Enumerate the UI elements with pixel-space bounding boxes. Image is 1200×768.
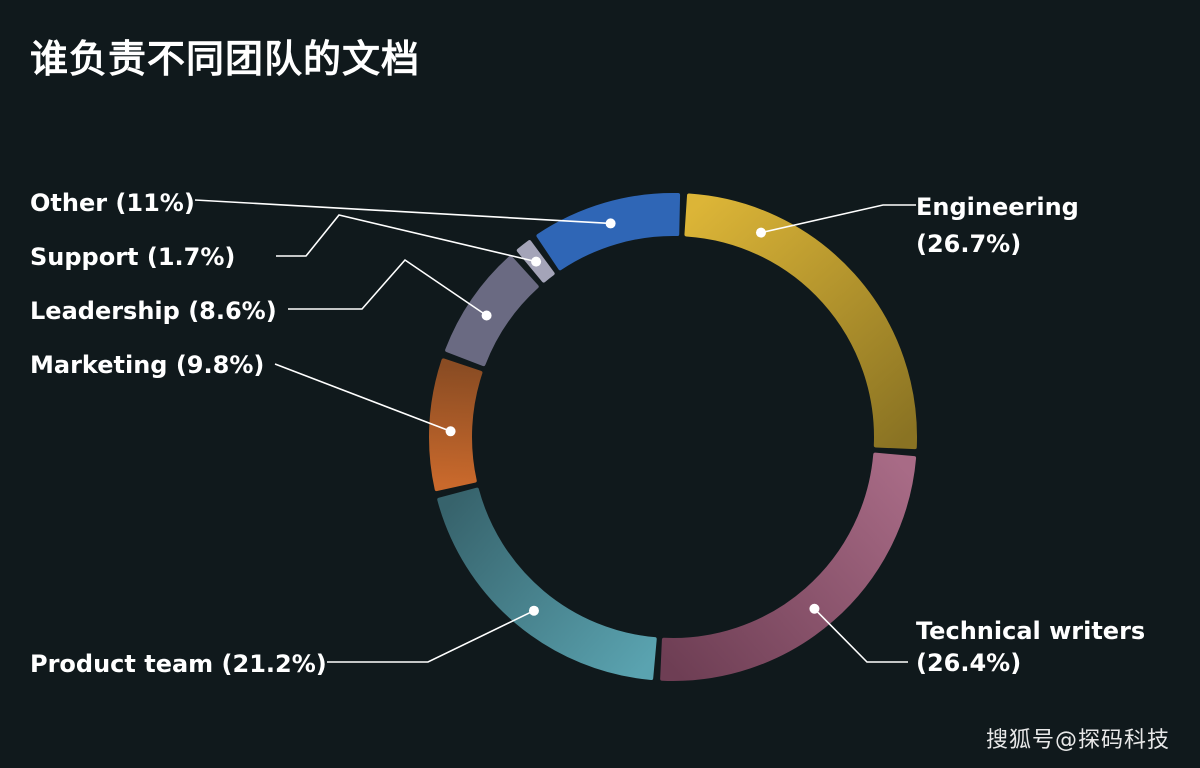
label-line: Technical writers [916,617,1145,645]
callout-line-technical-writers [813,608,908,663]
donut-segments [429,193,917,681]
label-line: Product team (21.2%) [30,650,327,678]
segment-engineering [684,193,917,450]
callout-line-product-team [327,609,535,663]
label-other: Other (11%) [30,189,195,217]
callout-dot-other [605,218,616,229]
callouts [194,199,916,663]
callout-dot-marketing [445,426,456,437]
label-product-team: Product team (21.2%) [30,650,327,678]
callout-dot-product-team [528,605,539,616]
watermark: 搜狐号@探码科技 [985,728,1170,753]
label-line: Other (11%) [30,189,195,217]
label-line: Leadership (8.6%) [30,297,277,325]
label-support: Support (1.7%) [30,243,235,271]
chart-title: 谁负责不同团队的文档 [30,37,421,81]
segment-marketing [429,358,483,492]
segment-other [536,193,681,271]
label-engineering: Engineering (26.7%) [916,193,1079,258]
label-line: Support (1.7%) [30,243,235,271]
callout-dot-support [531,256,542,267]
label-line: Marketing (9.8%) [30,351,264,379]
label-line: Engineering [916,193,1079,221]
label-marketing: Marketing (9.8%) [30,351,264,379]
segment-product-team [437,487,657,681]
callout-dot-engineering [755,227,766,238]
label-technical-writers: Technical writers (26.4%) [916,617,1145,677]
callout-line-leadership [288,258,488,317]
callout-line-marketing [274,363,451,433]
callout-line-other [194,199,611,225]
label-line: (26.4%) [916,649,1021,677]
callout-line-engineering [760,204,916,234]
callout-dot-technical-writers [809,603,820,614]
label-leadership: Leadership (8.6%) [30,297,277,325]
callout-line-support [276,214,537,263]
segment-leadership [445,255,539,367]
callout-dot-leadership [481,310,492,321]
segment-technical-writers [660,452,917,681]
label-line: (26.7%) [916,230,1021,258]
callout-labels: Engineering (26.7%) Technical writers (26.4… [30,189,1145,678]
